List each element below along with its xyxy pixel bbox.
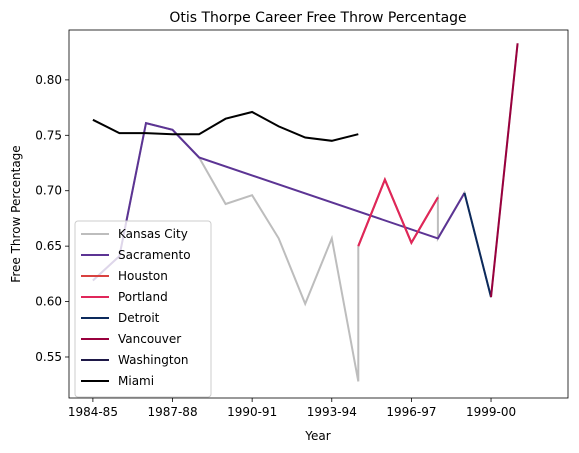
y-axis-label: Free Throw Percentage [9,145,23,282]
legend: Kansas City Sacramento Houston Portland Detr… [74,220,212,398]
x-tick-label: 1993-94 [307,405,357,419]
x-tick-label: 1990-91 [227,405,277,419]
legend-box [74,220,212,398]
x-tick-label: 1987-88 [147,405,197,419]
legend-label: Miami [118,374,154,388]
series-line-5 [490,43,519,298]
series-line-3 [357,176,439,247]
plot-frame [68,29,569,399]
x-tick-label: 1996-97 [386,405,436,419]
y-tick-label: 0.55 [35,350,62,364]
legend-label: Washington [118,353,189,367]
x-tick-label: 1984-85 [68,405,118,419]
y-tick-label: 0.70 [35,184,62,198]
y-axis: 0.55 0.60 0.65 0.70 0.75 0.80 [35,73,69,364]
series-line-7 [92,110,359,142]
series-line-4 [463,192,492,298]
legend-label: Portland [118,290,168,304]
y-tick-label: 0.75 [35,128,62,142]
x-axis-label: Year [304,429,330,443]
x-axis: 1984-85 1987-88 1990-91 1993-94 1996-97 1999-… [68,398,516,419]
x-tick-label: 1999-00 [466,405,516,419]
y-tick-label: 0.60 [35,295,62,309]
chart-title: Otis Thorpe Career Free Throw Percentage [169,10,466,26]
legend-label: Sacramento [118,248,191,262]
legend-label: Detroit [118,311,160,325]
legend-label: Kansas City [118,227,188,241]
legend-label: Houston [118,269,168,283]
y-tick-label: 0.80 [35,73,62,87]
y-tick-label: 0.65 [35,239,62,253]
legend-label: Vancouver [118,332,181,346]
